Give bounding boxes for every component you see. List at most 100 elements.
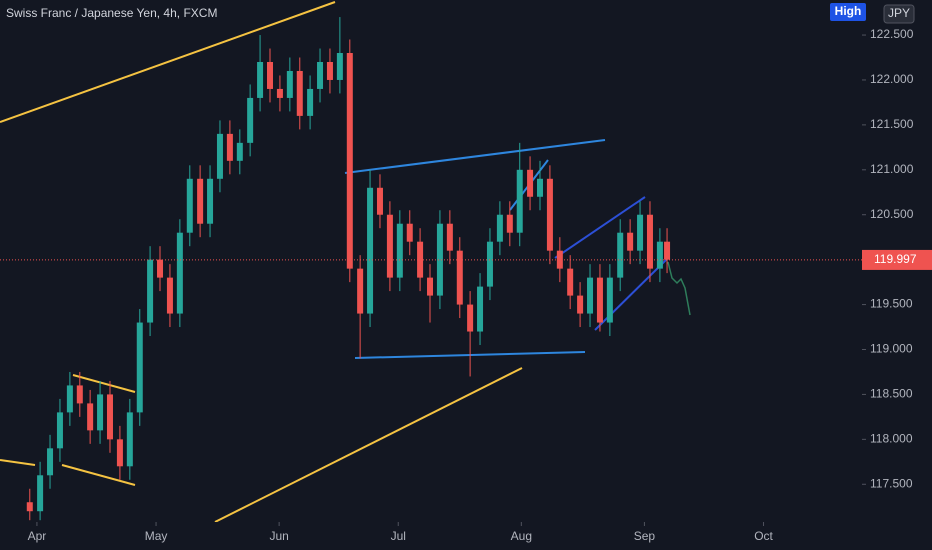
candle-body: [47, 448, 54, 476]
candle-body: [406, 223, 413, 242]
candle-body: [556, 250, 563, 269]
candle-body: [147, 259, 154, 323]
candle-body: [664, 241, 671, 260]
candle-body: [456, 250, 463, 305]
candle-body: [216, 133, 223, 179]
trend-line: [0, 1, 336, 123]
candle-body: [76, 385, 83, 404]
candle-body: [186, 178, 193, 233]
candle-body: [266, 61, 273, 89]
candle-body: [26, 502, 33, 512]
candle-body: [226, 133, 233, 161]
candle-body: [56, 412, 63, 449]
x-tick-label: Jul: [391, 529, 406, 543]
candle-body: [176, 232, 183, 314]
x-tick-label: Apr: [28, 529, 47, 543]
candle-body: [37, 475, 44, 512]
y-tick-label: 122.000: [870, 72, 914, 86]
badge-high: [830, 3, 866, 21]
x-tick-label: Jun: [269, 529, 288, 543]
chart-title: Swiss Franc / Japanese Yen, 4h, FXCM: [6, 6, 217, 20]
candle-body: [596, 277, 603, 323]
candle-body: [477, 286, 484, 332]
candle-body: [436, 223, 443, 296]
candle-body: [286, 70, 293, 98]
candle-body: [496, 214, 503, 242]
time-axis: [0, 522, 932, 550]
candle-body: [326, 61, 333, 80]
trend-line: [554, 196, 646, 259]
candle-body: [97, 394, 104, 431]
candle-body: [467, 304, 474, 332]
candle-body: [546, 178, 553, 251]
candle-body: [646, 214, 653, 269]
y-tick-label: 119.000: [870, 342, 913, 356]
candle-body: [336, 53, 343, 80]
currency-badge: [883, 4, 915, 24]
last-price-label: 119.997: [874, 252, 917, 266]
candle-body: [486, 241, 493, 287]
last-price-box: [862, 249, 932, 270]
candle-body: [157, 259, 164, 278]
candle-body: [296, 70, 303, 116]
candle-body: [136, 322, 143, 413]
y-tick-label: 122.500: [870, 27, 914, 41]
candle-body: [116, 439, 123, 467]
y-tick-label: 120.500: [870, 207, 914, 221]
trend-line: [344, 139, 606, 174]
candle-body: [627, 232, 634, 251]
drawings: [0, 1, 691, 523]
candle-body: [257, 61, 264, 98]
projection-path: [667, 261, 691, 316]
trend-line: [0, 459, 36, 466]
candle-body: [527, 169, 534, 197]
price-axis: [862, 0, 932, 550]
candle-body: [126, 412, 133, 467]
candle-body: [396, 223, 403, 278]
candle-body: [166, 277, 173, 314]
candle-body: [587, 277, 594, 314]
candle-body: [207, 178, 214, 224]
candle-body: [567, 268, 574, 296]
candle-body: [367, 187, 374, 314]
candle-body: [617, 232, 624, 278]
candle-body: [446, 223, 453, 251]
x-tick-label: Oct: [754, 529, 773, 543]
candle-body: [66, 385, 73, 413]
y-tick-label: 121.500: [870, 117, 914, 131]
candle-body: [536, 178, 543, 197]
candle-body: [376, 187, 383, 215]
trend-line: [214, 367, 523, 523]
y-tick-label: 118.500: [870, 387, 913, 401]
candle-body: [247, 97, 254, 143]
candle-body: [637, 214, 644, 251]
candle-body: [106, 394, 113, 440]
y-tick-label: 121.000: [870, 162, 914, 176]
badge-high-text: High: [835, 4, 862, 18]
candle-body: [276, 88, 283, 98]
y-tick-label: 119.500: [870, 297, 913, 311]
y-tick-label: 118.000: [870, 432, 913, 446]
candle-body: [317, 61, 324, 89]
x-tick-label: Aug: [511, 529, 532, 543]
y-tick-label: 117.500: [870, 476, 913, 490]
candle-body: [506, 214, 513, 233]
trend-line: [61, 464, 136, 486]
candle-body: [87, 403, 94, 431]
candle-body: [516, 169, 523, 233]
x-tick-label: Sep: [634, 529, 656, 543]
candle-body: [346, 53, 353, 269]
candle-body: [386, 214, 393, 278]
candle-body: [307, 88, 314, 116]
candle-body: [577, 295, 584, 314]
candles: [26, 17, 671, 521]
x-tick-label: May: [145, 529, 168, 543]
candle-body: [197, 178, 204, 224]
candle-body: [357, 268, 364, 314]
candle-body: [236, 142, 243, 161]
candle-body: [656, 241, 663, 269]
candle-body: [427, 277, 434, 296]
currency-badge-text: JPY: [888, 6, 910, 20]
